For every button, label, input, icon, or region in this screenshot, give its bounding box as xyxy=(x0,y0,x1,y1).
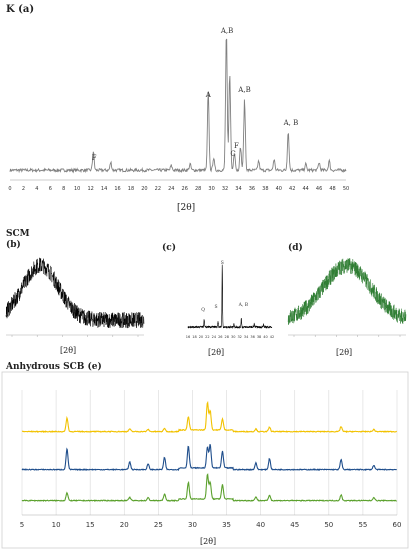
panel-a-tick-label: 14 xyxy=(101,186,107,192)
panel-a-peak-label: A,B xyxy=(220,27,233,35)
panel-a-tick-label: 42 xyxy=(289,186,295,192)
panel-b-title: (b) xyxy=(6,240,21,250)
panel-c-tick-label: 18 xyxy=(192,335,196,339)
panel-e-tick-label: 40 xyxy=(256,521,265,529)
panel-e-tick-label: 55 xyxy=(358,521,367,529)
panel-a-chart: 0 2 4 6 8 10 12 14 16 18 20 22 24 26 28 30 32 34 36 38 40 42 4… xyxy=(8,27,349,192)
panel-a-peak-label: C xyxy=(230,150,235,158)
panel-a-peak-label: A,B xyxy=(237,86,250,94)
panel-e-chart: 5 10 15 20 25 30 35 40 45 50 55 60 xyxy=(1,371,409,549)
panel-c-tick-label: 32 xyxy=(237,335,241,339)
panel-a-peak-label: F xyxy=(92,154,97,162)
panel-c-tick-label: 42 xyxy=(270,335,274,339)
panel-e-tick-label: 20 xyxy=(120,521,129,529)
panel-e-tick-label: 35 xyxy=(222,521,231,529)
panel-b-xlabel: [2θ] xyxy=(60,346,77,355)
panel-e-tick-label: 25 xyxy=(154,521,163,529)
panel-a-tick-label: 2 xyxy=(22,186,25,192)
panel-d-title: (d) xyxy=(288,243,303,253)
panel-a-series-line xyxy=(9,38,347,174)
panel-a-tick-label: 18 xyxy=(128,186,134,192)
panel-a-peak-label: A xyxy=(205,91,212,99)
panel-e-xlabel: [2θ] xyxy=(200,537,217,546)
panel-c-tick-label: 28 xyxy=(225,335,229,339)
panel-a-peak-label: F xyxy=(234,142,239,150)
panel-b-series-line xyxy=(5,257,145,329)
panel-a-peak-label: A, B xyxy=(283,119,299,127)
panel-d-chart xyxy=(287,258,407,337)
panel-a-tick-label: 8 xyxy=(62,186,65,192)
panel-a-tick-label: 6 xyxy=(49,186,52,192)
panel-e-series-line xyxy=(21,473,397,503)
panel-a-tick-label: 4 xyxy=(35,186,38,192)
panel-c-tick-label: 36 xyxy=(250,335,254,339)
panel-a-tick-label: 34 xyxy=(235,186,241,192)
panel-c-peak-label: A, B xyxy=(238,302,249,308)
panel-e-tick-label: 50 xyxy=(324,521,333,529)
panel-a-tick-label: 38 xyxy=(262,186,268,192)
panel-e-frame xyxy=(1,371,409,549)
panel-a-tick-label: 36 xyxy=(249,186,255,192)
scm-heading: SCM xyxy=(6,229,30,239)
panel-c-tick-label: 16 xyxy=(186,335,190,339)
panel-e-series-line xyxy=(21,400,398,434)
panel-c-peak-label: S xyxy=(221,260,224,266)
panel-a-tick-label: 48 xyxy=(329,186,335,192)
panel-c-chart: 16 18 20 22 24 26 28 30 32 34 36 38 40 42 S Q A, B S xyxy=(186,260,274,339)
panel-a-xlabel: [2θ] xyxy=(177,203,196,213)
panel-a-tick-label: 0 xyxy=(8,186,11,192)
panel-c-peak-label: Q xyxy=(201,307,205,313)
panel-c-tick-label: 38 xyxy=(257,335,261,339)
panel-e-tick-label: 60 xyxy=(393,521,402,529)
panel-e-series-line xyxy=(21,444,397,472)
panel-a-tick-label: 46 xyxy=(316,186,322,192)
panel-e-tick-label: 15 xyxy=(86,521,95,529)
panel-c-title: (c) xyxy=(162,243,176,253)
panel-a-tick-label: 20 xyxy=(141,186,147,192)
panel-a-tick-label: 40 xyxy=(276,186,282,192)
panel-a-tick-label: 50 xyxy=(343,186,349,192)
panel-a-tick-label: 26 xyxy=(182,186,188,192)
panel-c-tick-label: 20 xyxy=(199,335,203,339)
panel-a-tick-label: 30 xyxy=(208,186,214,192)
panel-a-tick-label: 10 xyxy=(74,186,80,192)
panel-c-tick-label: 40 xyxy=(263,335,267,339)
panel-a-tick-label: 32 xyxy=(222,186,228,192)
panel-e-tick-label: 5 xyxy=(20,521,24,529)
panel-b-chart xyxy=(5,257,145,337)
panel-e-tick-label: 45 xyxy=(290,521,299,529)
panel-a-tick-label: 22 xyxy=(155,186,161,192)
panel-a-tick-label: 44 xyxy=(302,186,308,192)
panel-c-peak-label: S xyxy=(214,304,217,310)
panel-e-tick-label: 30 xyxy=(188,521,197,529)
panel-c-tick-label: 26 xyxy=(218,335,222,339)
panel-a-tick-label: 24 xyxy=(168,186,174,192)
panel-e-title: Anhydrous SCB (e) xyxy=(6,362,102,372)
panel-c-tick-label: 22 xyxy=(205,335,209,339)
panel-e-tick-label: 10 xyxy=(52,521,61,529)
panel-c-tick-label: 24 xyxy=(212,335,217,339)
panel-c-tick-label: 30 xyxy=(231,335,235,339)
panel-c-xlabel: [2θ] xyxy=(208,348,225,357)
panel-c-series-line xyxy=(187,264,273,330)
panel-d-series-line xyxy=(287,258,407,325)
panel-c-tick-label: 34 xyxy=(244,335,249,339)
panel-a-tick-label: 16 xyxy=(114,186,120,192)
panel-a-tick-label: 28 xyxy=(195,186,201,192)
panel-a-title: K (a) xyxy=(6,4,35,15)
panel-a-tick-label: 12 xyxy=(87,186,93,192)
panel-d-xlabel: [2θ] xyxy=(336,348,353,357)
